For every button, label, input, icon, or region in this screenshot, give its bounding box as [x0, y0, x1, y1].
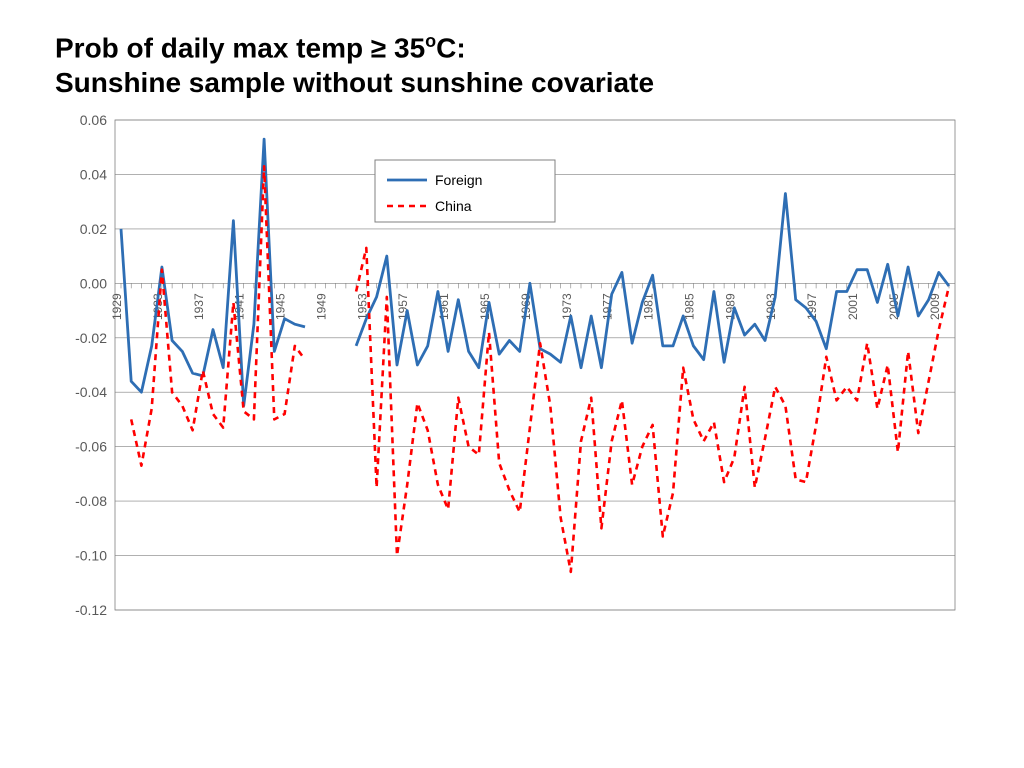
- line-chart: -0.12 -0.10 -0.08 -0.06 -0.04 -0.02 0.00 0.02 0.…: [55, 110, 965, 630]
- chart-container: -0.12 -0.10 -0.08 -0.06 -0.04 -0.02 0.00 0.02 0.…: [0, 110, 1024, 630]
- title-35: 35: [386, 32, 425, 63]
- title-after-sup: C:: [436, 32, 466, 63]
- x-tick-label: 1937: [192, 293, 206, 320]
- y-tick-label: -0.12: [75, 602, 107, 618]
- x-tick-label: 1989: [723, 293, 737, 320]
- x-tick-label: 1949: [314, 293, 328, 320]
- title-ge: ≥: [371, 32, 386, 63]
- y-tick-label: -0.04: [75, 385, 107, 401]
- title-line2: Sunshine sample without sunshine covaria…: [55, 67, 654, 98]
- legend-label: Foreign: [435, 172, 482, 188]
- title-sup: o: [425, 31, 436, 51]
- x-tick-label: 1945: [274, 293, 288, 320]
- x-tick-label: 2001: [846, 293, 860, 320]
- y-tick-label: 0.00: [80, 276, 107, 292]
- y-tick-label: -0.06: [75, 439, 107, 455]
- y-tick-label: 0.06: [80, 112, 107, 128]
- y-tick-label: 0.02: [80, 221, 107, 237]
- title-line1-a: Prob of daily max temp: [55, 32, 371, 63]
- y-tick-label: -0.10: [75, 548, 107, 564]
- y-tick-label: -0.02: [75, 330, 107, 346]
- legend-label: China: [435, 198, 472, 214]
- y-tick-label: 0.04: [80, 167, 107, 183]
- x-tick-label: 1929: [110, 293, 124, 320]
- y-tick-label: -0.08: [75, 493, 107, 509]
- chart-title: Prob of daily max temp ≥ 35oC: Sunshine …: [0, 0, 1024, 110]
